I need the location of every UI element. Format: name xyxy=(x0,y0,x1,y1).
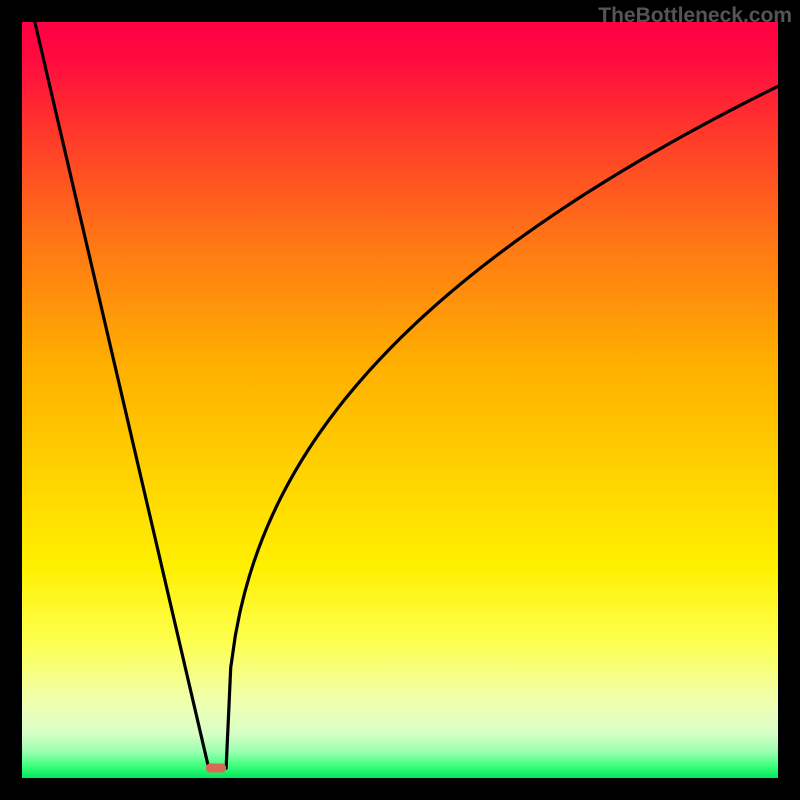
chart-container: TheBottleneck.com xyxy=(0,0,800,800)
watermark-text: TheBottleneck.com xyxy=(598,4,792,28)
bottleneck-curve xyxy=(22,22,778,778)
plot-area xyxy=(22,22,778,778)
min-marker xyxy=(206,764,226,773)
